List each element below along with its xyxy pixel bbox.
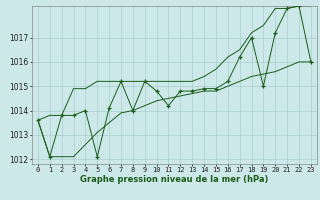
- X-axis label: Graphe pression niveau de la mer (hPa): Graphe pression niveau de la mer (hPa): [80, 175, 268, 184]
